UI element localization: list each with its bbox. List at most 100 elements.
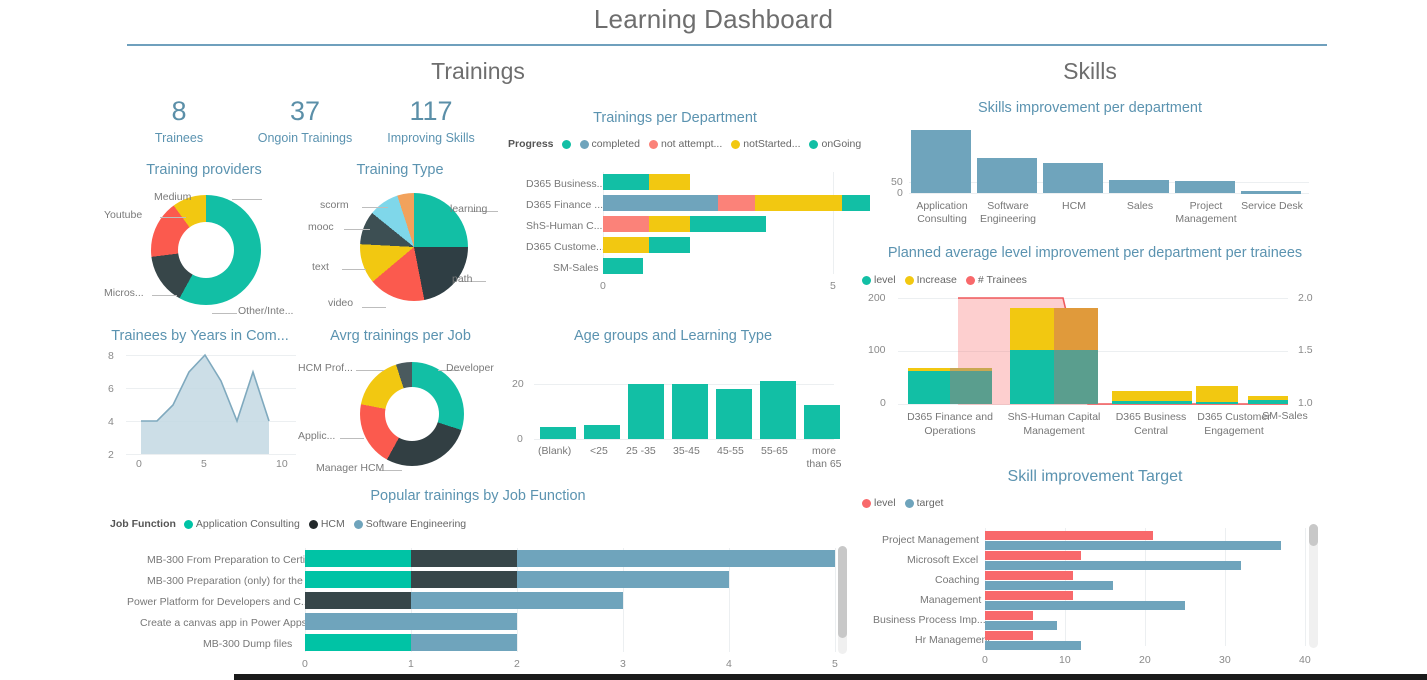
bar-segment[interactable] xyxy=(842,195,870,211)
legend-item-increase[interactable]: Increase xyxy=(904,274,957,286)
skill-target-scrollbar[interactable] xyxy=(1309,524,1318,648)
bar[interactable] xyxy=(716,389,752,439)
chart-training-providers[interactable]: Medium Youtube Micros... Other/Inte... xyxy=(104,185,304,317)
bar-segment[interactable] xyxy=(649,237,690,253)
bar-target[interactable] xyxy=(985,561,1241,570)
bar-target[interactable] xyxy=(985,621,1057,630)
bar[interactable] xyxy=(672,384,708,439)
legend-item-not-attempted[interactable]: not attempt... xyxy=(648,138,722,150)
legend-item-level[interactable]: level xyxy=(862,497,896,509)
bar-increase[interactable] xyxy=(1152,391,1192,401)
bar-level[interactable] xyxy=(1112,401,1152,404)
kpi-ongoing-trainings[interactable]: 37 Ongoin Trainings xyxy=(240,96,370,145)
bar-level[interactable] xyxy=(985,611,1033,620)
bar-level[interactable] xyxy=(1010,350,1054,404)
bar-segment[interactable] xyxy=(603,174,649,190)
bar-increase[interactable] xyxy=(1196,386,1238,402)
legend-item-not-started[interactable]: notStarted... xyxy=(731,138,800,150)
bar-segment[interactable] xyxy=(411,550,517,567)
bar-segment[interactable] xyxy=(649,216,690,232)
bar[interactable] xyxy=(977,158,1037,193)
chart-age-groups[interactable]: 20 0 (Blank) <25 25 -35 35-45 45-55 55-6… xyxy=(508,360,848,480)
bar[interactable] xyxy=(1109,180,1169,193)
chart-training-type[interactable]: learning path video text mooc scorm xyxy=(300,185,520,315)
bar[interactable] xyxy=(584,425,620,439)
bar-increase-overlap[interactable] xyxy=(950,368,992,371)
bar[interactable] xyxy=(1175,181,1235,193)
chart-skills-improvement[interactable]: 50 0 Application Consulting Software Eng… xyxy=(865,130,1325,240)
bar-level-overlap[interactable] xyxy=(950,371,992,404)
bar-level[interactable] xyxy=(1152,401,1192,404)
chart-skill-improvement-target[interactable]: Project Management Microsoft Excel Coach… xyxy=(860,520,1330,675)
bar-segment[interactable] xyxy=(411,592,623,609)
chart-popular-trainings[interactable]: MB-300 From Preparation to Certific... M… xyxy=(110,540,850,675)
popular-trainings-scrollbar[interactable] xyxy=(838,546,847,654)
chart-avrg-trainings-per-job[interactable]: Developer Manager HCM Applic... HCM Prof… xyxy=(298,352,513,482)
kpi-improving-skills[interactable]: 117 Improving Skills xyxy=(366,96,496,145)
training-type-pie[interactable] xyxy=(360,193,468,301)
bar-segment[interactable] xyxy=(718,195,755,211)
bar-segment[interactable] xyxy=(517,550,835,567)
bar-segment[interactable] xyxy=(649,174,690,190)
training-providers-donut[interactable] xyxy=(151,195,261,305)
bar-level-overlap[interactable] xyxy=(1054,350,1098,404)
legend-item-trainees[interactable]: # Trainees xyxy=(965,274,1027,286)
chart-trainings-per-department[interactable]: D365 Business... D365 Finance ... ShS-Hu… xyxy=(508,168,870,313)
chart-planned-average[interactable]: 200 100 0 2.0 1.5 1.0 D365 Finance and O xyxy=(860,292,1330,462)
bar-target[interactable] xyxy=(985,541,1281,550)
bar-increase[interactable] xyxy=(1248,396,1288,400)
legend-item-extra[interactable] xyxy=(561,139,571,149)
bar-segment[interactable] xyxy=(305,550,411,567)
bar-segment[interactable] xyxy=(603,237,649,253)
chart-trainees-by-years[interactable]: 8 6 4 2 0 5 10 xyxy=(100,350,310,475)
bar-segment[interactable] xyxy=(517,571,729,588)
legend-item-application-consulting[interactable]: Application Consulting xyxy=(183,518,300,530)
bar-target[interactable] xyxy=(985,641,1081,650)
legend-job-function[interactable]: Job Function Application Consulting HCM … xyxy=(110,518,471,530)
bar-increase[interactable] xyxy=(1112,391,1152,401)
avrg-trainings-donut[interactable] xyxy=(360,362,464,466)
bar-target[interactable] xyxy=(985,581,1113,590)
bar-segment[interactable] xyxy=(603,216,649,232)
bar-segment[interactable] xyxy=(603,258,643,274)
legend-item-hcm[interactable]: HCM xyxy=(308,518,345,530)
bar[interactable] xyxy=(1241,191,1301,194)
bar[interactable] xyxy=(911,130,971,193)
bar-level[interactable] xyxy=(985,571,1073,580)
kpi-trainees[interactable]: 8 Trainees xyxy=(114,96,244,145)
legend-progress[interactable]: Progress completed not attempt... notSta… xyxy=(508,138,866,150)
legend-item-ongoing[interactable]: onGoing xyxy=(809,138,861,150)
bar-segment[interactable] xyxy=(755,195,842,211)
legend-item-completed[interactable]: completed xyxy=(579,138,640,150)
bar[interactable] xyxy=(804,405,840,439)
bar-segment[interactable] xyxy=(411,571,517,588)
bar[interactable] xyxy=(540,427,576,439)
bar[interactable] xyxy=(760,381,796,439)
bar-segment[interactable] xyxy=(305,634,411,651)
bar-segment[interactable] xyxy=(305,571,411,588)
bar-increase[interactable] xyxy=(908,368,950,371)
bar-level[interactable] xyxy=(985,631,1033,640)
bar-segment[interactable] xyxy=(305,613,517,630)
bar-segment[interactable] xyxy=(411,634,517,651)
bar-increase-overlap[interactable] xyxy=(1054,308,1098,350)
bar-increase[interactable] xyxy=(1010,308,1054,350)
bar-segment[interactable] xyxy=(305,592,411,609)
bar-level[interactable] xyxy=(985,591,1073,600)
bar-level[interactable] xyxy=(985,531,1153,540)
bar-level[interactable] xyxy=(1196,402,1238,404)
legend-skill-target[interactable]: level target xyxy=(862,497,948,509)
bar[interactable] xyxy=(628,384,664,439)
bar-level[interactable] xyxy=(908,371,950,404)
scrollbar-thumb[interactable] xyxy=(838,546,847,638)
bar-segment[interactable] xyxy=(603,195,718,211)
bar-segment[interactable] xyxy=(690,216,766,232)
scrollbar-thumb[interactable] xyxy=(1309,524,1318,546)
legend-item-level[interactable]: level xyxy=(862,274,896,286)
bar-level[interactable] xyxy=(1248,400,1288,404)
bar[interactable] xyxy=(1043,163,1103,193)
legend-item-target[interactable]: target xyxy=(904,497,943,509)
bar-level[interactable] xyxy=(985,551,1081,560)
bar-target[interactable] xyxy=(985,601,1185,610)
legend-planned-average[interactable]: level Increase # Trainees xyxy=(862,274,1032,286)
